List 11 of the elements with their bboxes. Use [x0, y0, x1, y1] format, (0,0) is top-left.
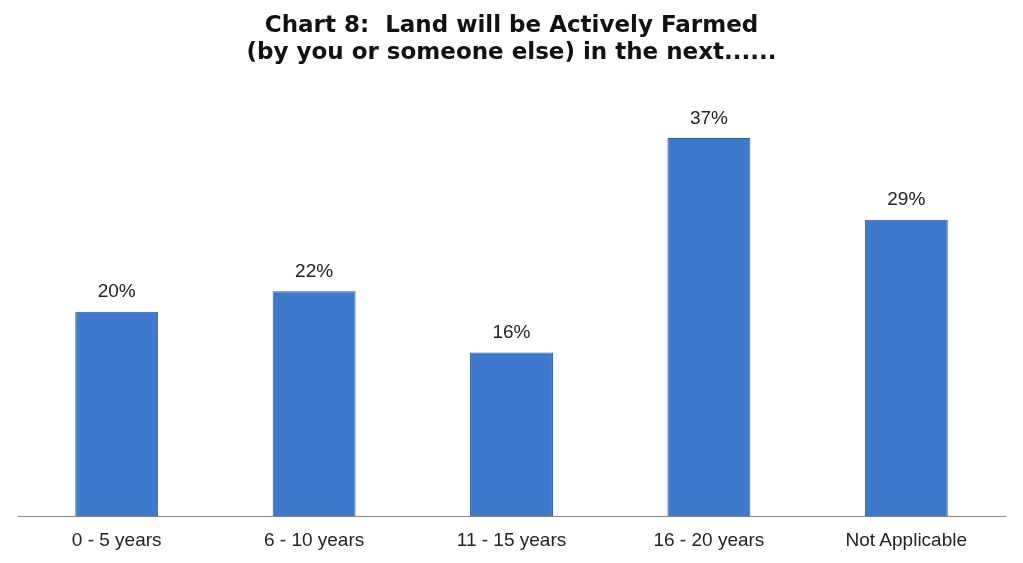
x-tick-label: 16 - 20 years	[653, 528, 765, 550]
data-label: 29%	[887, 188, 926, 210]
x-tick-label: 0 - 5 years	[71, 528, 162, 550]
data-label: 16%	[492, 321, 531, 343]
data-label: 37%	[689, 106, 729, 128]
chart-title: Chart 8: Land will be Actively Farmed (by you or someone else) in the next......	[246, 10, 777, 65]
x-tick-label: Not Applicable	[845, 528, 968, 550]
data-label: 20%	[97, 280, 136, 302]
x-tick-label: 11 - 15 years	[456, 528, 567, 550]
x-tick-label: 6 - 10 years	[263, 528, 365, 550]
data-label: 22%	[295, 259, 334, 281]
